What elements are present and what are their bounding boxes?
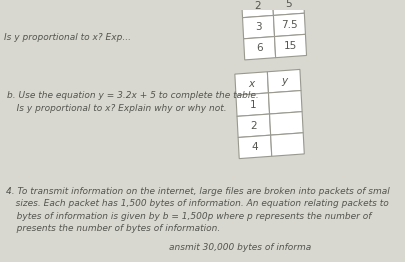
Text: Is y proportional to x? Exp...: Is y proportional to x? Exp...: [4, 33, 131, 42]
Bar: [243, 37, 275, 60]
Text: 2: 2: [250, 121, 256, 131]
Text: Is y proportional to x? Explain why or why not.: Is y proportional to x? Explain why or w…: [8, 104, 226, 113]
Text: 4: 4: [251, 142, 258, 152]
Text: x: x: [248, 79, 254, 89]
Bar: [238, 135, 271, 159]
Bar: [268, 91, 301, 114]
Text: 5: 5: [284, 0, 291, 9]
Text: 6: 6: [256, 43, 262, 53]
Bar: [270, 133, 303, 156]
Text: 3: 3: [255, 22, 261, 32]
Text: bytes of information is given by b = 1,500p where p represents the number of: bytes of information is given by b = 1,5…: [8, 212, 370, 221]
Bar: [237, 114, 270, 138]
Text: 15: 15: [283, 41, 296, 51]
Bar: [234, 72, 268, 95]
Text: 7.5: 7.5: [280, 20, 297, 30]
Bar: [269, 112, 303, 135]
Bar: [267, 69, 300, 93]
Bar: [273, 13, 305, 37]
Bar: [241, 0, 273, 18]
Text: presents the number of bytes of information.: presents the number of bytes of informat…: [9, 225, 220, 233]
Text: ansmit 30,000 bytes of informa: ansmit 30,000 bytes of informa: [168, 243, 311, 252]
Text: y: y: [280, 76, 287, 86]
Text: 1: 1: [249, 100, 256, 110]
Bar: [235, 93, 269, 116]
Text: sizes. Each packet has 1,500 bytes of information. An equation relating packets : sizes. Each packet has 1,500 bytes of in…: [7, 199, 388, 209]
Bar: [242, 15, 274, 39]
Text: 4. To transmit information on the internet, large files are broken into packets : 4. To transmit information on the intern…: [6, 187, 389, 196]
Bar: [272, 0, 304, 15]
Text: b. Use the equation y = 3.2x + 5 to complete the table.: b. Use the equation y = 3.2x + 5 to comp…: [7, 91, 258, 100]
Text: 2: 2: [254, 1, 260, 11]
Bar: [274, 34, 306, 58]
